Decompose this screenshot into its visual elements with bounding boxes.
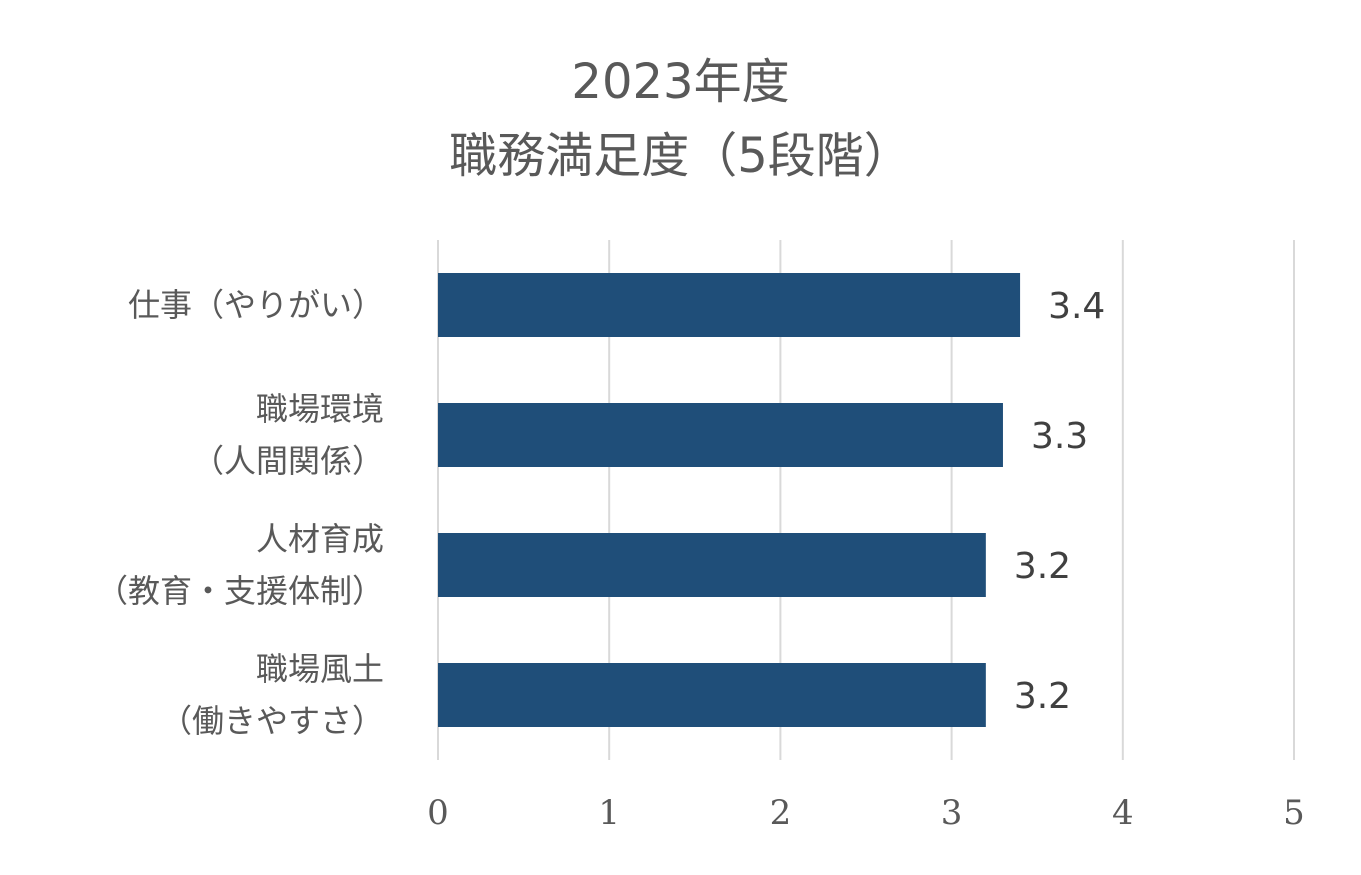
bar <box>438 403 1003 467</box>
category-label: 職場風土 <box>256 650 384 688</box>
x-tick-label: 5 <box>1283 793 1305 833</box>
chart-title-line-1: 2023年度 <box>571 54 790 110</box>
bar <box>438 273 1021 337</box>
bar <box>438 663 986 727</box>
category-label: （働きやすさ） <box>160 702 384 740</box>
category-label: （人間関係） <box>192 442 384 480</box>
x-tick-label: 3 <box>941 793 963 833</box>
category-label: 職場環境 <box>256 390 384 428</box>
bar <box>438 533 986 597</box>
data-label: 3.4 <box>1048 286 1105 327</box>
chart-title-line-2: 職務満足度（5段階） <box>449 128 912 184</box>
category-label: （教育・支援体制） <box>96 572 384 610</box>
x-tick-label: 0 <box>427 793 449 833</box>
x-tick-label: 1 <box>598 793 620 833</box>
category-label: 人材育成 <box>256 520 384 558</box>
x-tick-label: 4 <box>1112 793 1134 833</box>
category-label: 仕事（やりがい） <box>128 286 384 324</box>
data-label: 3.2 <box>1014 546 1071 587</box>
x-tick-label: 2 <box>770 793 792 833</box>
data-label: 3.3 <box>1031 416 1088 457</box>
data-label: 3.2 <box>1014 676 1071 717</box>
